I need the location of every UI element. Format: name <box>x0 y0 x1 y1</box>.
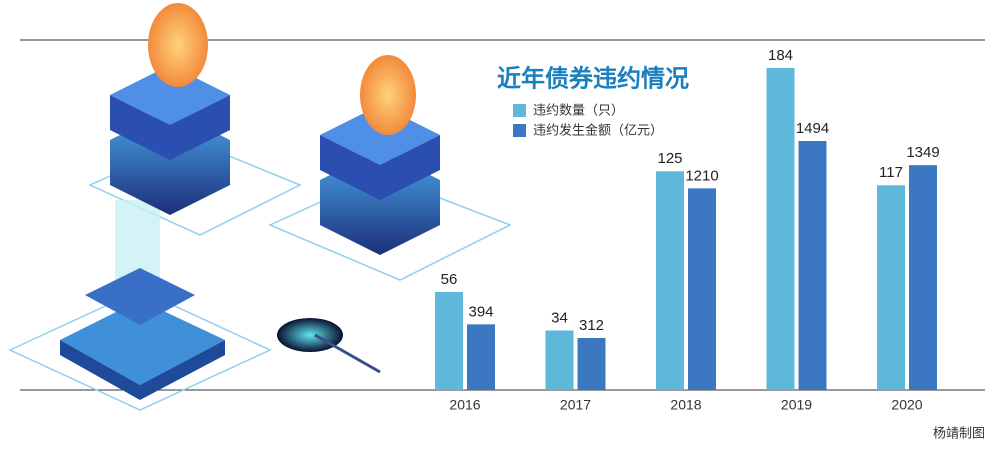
credit: 杨靖制图 <box>933 425 985 440</box>
bar <box>909 165 937 390</box>
bar <box>877 185 905 390</box>
bar <box>467 324 495 390</box>
value-label: 117 <box>879 164 903 181</box>
bar <box>656 171 684 390</box>
bar <box>577 338 606 390</box>
value-label: 184 <box>768 47 793 64</box>
value-label: 125 <box>657 150 682 167</box>
chart-title: 近年债券违约情况 <box>497 64 689 92</box>
value-label: 1494 <box>796 120 829 137</box>
illustration <box>8 3 985 411</box>
x-tick-label: 2019 <box>781 397 812 413</box>
value-label: 1210 <box>685 167 718 184</box>
value-label: 394 <box>468 303 493 320</box>
value-label: 34 <box>551 309 568 326</box>
value-label: 312 <box>579 317 604 334</box>
bar <box>766 68 795 390</box>
bar <box>545 330 574 390</box>
bar <box>798 141 827 390</box>
value-label: 1349 <box>906 144 939 161</box>
bar <box>435 292 463 390</box>
x-tick-label: 2020 <box>891 397 922 413</box>
legend-swatch <box>513 124 526 137</box>
legend-label: 违约数量（只） <box>533 102 624 117</box>
x-tick-label: 2018 <box>670 397 701 413</box>
bar <box>688 188 716 390</box>
value-label: 56 <box>441 271 458 288</box>
x-tick-label: 2017 <box>560 397 591 413</box>
legend-swatch <box>513 104 526 117</box>
legend-label: 违约发生金额（亿元） <box>533 122 663 137</box>
x-tick-label: 2016 <box>449 397 480 413</box>
